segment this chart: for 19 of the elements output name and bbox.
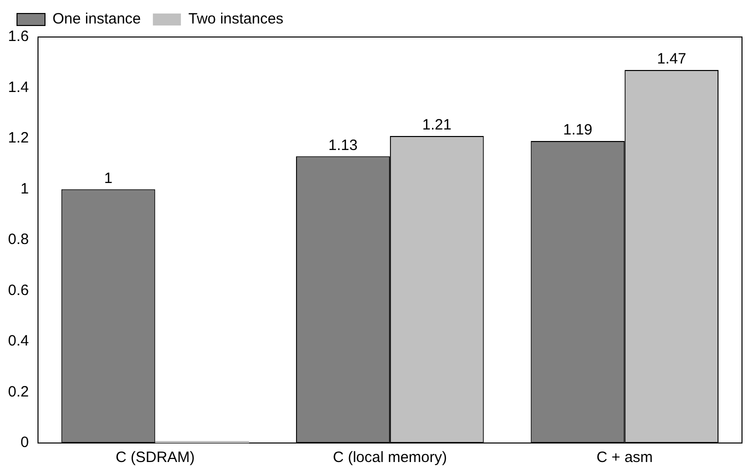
data-label: 1.19 (563, 122, 592, 139)
data-label: 1.21 (422, 116, 452, 134)
y-tick-label: 1.4 (8, 78, 29, 96)
x-tick-label: C + asm (596, 449, 653, 466)
y-tick-label: 0 (20, 434, 29, 452)
y-tick-label: 1.2 (8, 130, 29, 147)
y-tick-label: 0.2 (8, 383, 29, 400)
x-tick-label: C (SDRAM) (116, 449, 195, 466)
y-tick-label: 1 (20, 180, 29, 198)
data-label: 1.13 (328, 136, 358, 154)
y-tick-label: 1.6 (8, 28, 29, 46)
data-label: 1.47 (656, 50, 686, 68)
data-label: 1 (104, 170, 112, 187)
y-tick-label: 0.8 (8, 231, 29, 248)
y-tick-label: 0.4 (8, 332, 29, 350)
legend-label: Two instances (188, 10, 284, 28)
legend-label: One instance (52, 10, 141, 28)
x-tick-label: C (local memory) (332, 449, 448, 466)
y-tick-label: 0.6 (8, 282, 29, 299)
